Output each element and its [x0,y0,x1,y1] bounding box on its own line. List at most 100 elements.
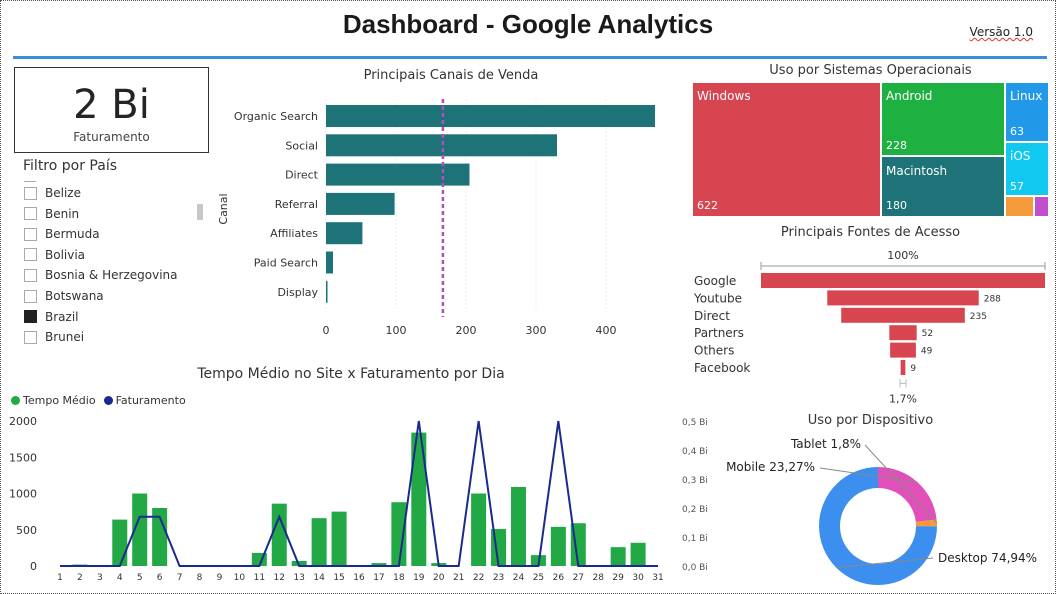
channels-bar [326,251,333,274]
country-option[interactable]: Brunei [24,327,84,347]
country-label: Bermuda [45,227,100,242]
funnel-bar [841,307,965,323]
daily-xtick: 1 [57,573,63,583]
daily-ytick-left: 500 [16,524,37,537]
country-option[interactable]: Brazil [24,307,79,327]
daily-xtick: 22 [473,573,484,583]
os-tile-value: 228 [886,139,907,152]
country-checkbox[interactable] [24,207,37,221]
os-tile[interactable]: Macintosh 180 [882,157,1004,216]
daily-xtick: 11 [254,573,265,583]
country-checkbox[interactable] [24,310,37,324]
country-label: Belize [45,186,81,200]
country-label: Benin [45,206,80,221]
funnel-label: Facebook [694,361,750,375]
daily-xtick: 27 [573,573,584,583]
funnel-label: Google [694,274,736,288]
daily-xtick: 9 [217,573,223,583]
country-option[interactable]: Bermuda [24,224,100,244]
os-tile[interactable]: iOS 57 [1006,143,1048,195]
os-tile-value: 622 [697,199,718,212]
funnel-label: Youtube [693,291,742,305]
channels-xtick: 100 [386,324,407,337]
country-label: Brazil [45,309,79,324]
daily-bar [311,518,327,566]
country-option[interactable]: Belize [24,183,81,203]
channels-xtick: 300 [526,324,547,337]
daily-xtick: 29 [612,573,624,583]
daily-revenue-line [59,420,659,567]
daily-ytick-left: 2000 [9,415,37,428]
daily-ytick-right: 0,2 Bi [682,505,708,515]
os-tile-small[interactable] [1035,197,1048,216]
donut-label: Tablet 1,8% [790,437,861,451]
daily-xtick: 7 [177,573,183,583]
daily-xtick: 8 [197,573,203,583]
funnel-label: Partners [694,326,744,340]
daily-xtick: 3 [97,573,103,583]
country-checkbox[interactable] [24,289,37,303]
kpi-label: Faturamento [73,130,150,144]
daily-xtick: 6 [157,573,163,583]
legend-revenue-dot [103,396,113,405]
legend-time-dot [11,396,20,405]
daily-xtick: 16 [353,573,365,583]
kpi-card[interactable]: 2 Bi Faturamento [14,67,209,153]
country-checkbox[interactable] [24,186,37,200]
donut-leader [836,557,934,569]
os-tile-name: Linux [1010,89,1043,103]
os-chart-title: Uso por Sistemas Operacionais [769,63,972,78]
os-tile-value: 57 [1010,180,1024,193]
os-tile[interactable]: Android 228 [882,83,1004,155]
daily-bar [610,547,626,566]
daily-xtick: 24 [513,573,525,583]
country-checkbox[interactable] [24,248,37,262]
country-checkbox[interactable] [24,330,37,344]
daily-xtick: 17 [373,573,384,583]
country-checkbox[interactable] [24,227,37,241]
sources-chart-title: Principais Fontes de Acesso [780,225,961,240]
filter-scrollbar[interactable] [197,204,203,220]
channels-bar [326,163,470,186]
country-option[interactable]: Benin [24,204,79,224]
country-label: Botswana [45,289,104,303]
os-tile-value: 180 [886,199,907,212]
country-option[interactable]: Bolivia [24,245,85,265]
daily-ytick-right: 0,5 Bi [682,418,708,428]
channels-bar [326,280,328,303]
channels-category-label: Direct [285,169,319,182]
channels-xtick: 400 [596,324,617,337]
channels-bar [326,105,655,127]
daily-bar [271,503,287,566]
filter-item-partial [24,177,36,182]
daily-xtick: 26 [553,573,565,583]
country-option[interactable]: Bosnia & Herzegovina [24,265,177,285]
funnel-bar [761,273,1045,288]
funnel-bottom-pct: 1,7% [889,392,917,405]
os-tile[interactable]: Windows 622 [693,83,880,216]
country-checkbox[interactable] [24,268,37,282]
daily-xtick: 4 [117,573,123,583]
donut-leader [864,444,938,524]
os-tile[interactable]: Linux 63 [1006,83,1048,141]
os-tile-small[interactable] [1006,197,1033,216]
country-option[interactable]: Botswana [24,286,104,306]
daily-bar [132,493,148,566]
daily-ytick-left: 0 [30,560,37,573]
daily-xtick: 2 [77,573,83,583]
funnel-bar [890,342,916,358]
daily-ytick-right: 0,0 Bi [682,563,708,573]
funnel-label: Others [694,344,734,358]
channels-axis-title: Canal [217,193,230,224]
os-tile-value: 63 [1010,125,1024,138]
daily-bar [630,542,646,566]
channels-category-label: Paid Search [254,257,318,270]
daily-chart-title: Tempo Médio no Site x Faturamento por Di… [197,366,505,382]
funnel-top-pct: 100% [887,249,918,262]
daily-xtick: 18 [393,573,405,583]
daily-xtick: 21 [453,573,464,583]
daily-ytick-right: 0,1 Bi [682,534,708,544]
funnel-bar [900,360,906,375]
channels-category-label: Social [285,139,318,152]
funnel-bar [889,325,917,341]
